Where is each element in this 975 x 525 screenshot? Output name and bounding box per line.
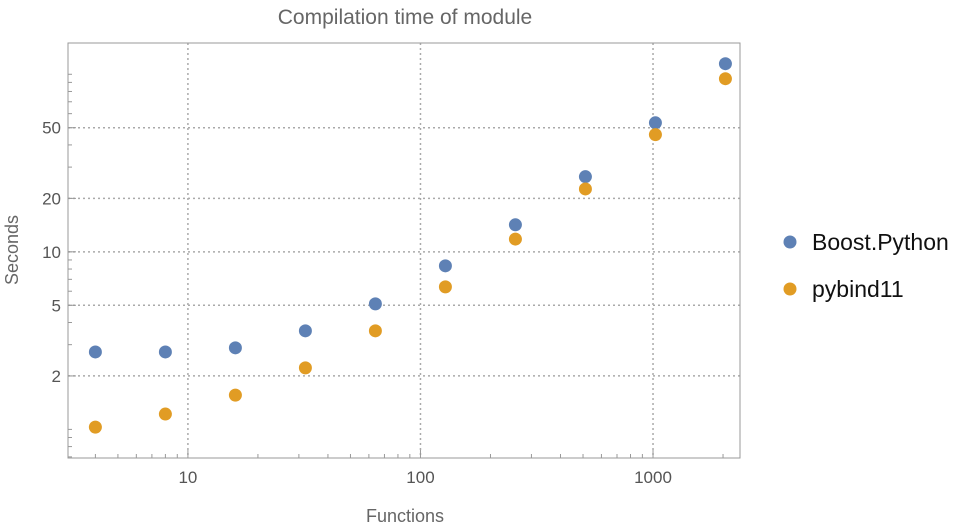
data-point-boost-python <box>298 324 312 338</box>
data-point-boost-python <box>88 345 102 359</box>
legend-marker <box>783 235 797 249</box>
legend-label: pybind11 <box>812 276 904 302</box>
x-axis-label: Functions <box>366 506 444 525</box>
x-tick-label: 1000 <box>634 468 672 487</box>
legend: Boost.Python pybind11 <box>783 229 949 302</box>
y-tick-label: 2 <box>52 367 61 386</box>
data-point-boost-python <box>228 341 242 355</box>
data-point-pybind11 <box>228 388 242 402</box>
data-point-pybind11 <box>578 182 592 196</box>
data-point-pybind11 <box>298 361 312 375</box>
data-point-boost-python <box>368 297 382 311</box>
data-point-boost-python <box>158 345 172 359</box>
grid <box>68 43 740 458</box>
legend-label: Boost.Python <box>812 229 949 255</box>
data-point-pybind11 <box>88 420 102 434</box>
data-point-boost-python <box>648 116 662 130</box>
points <box>88 57 732 434</box>
y-tick-label: 10 <box>42 243 61 262</box>
data-point-boost-python <box>508 218 522 232</box>
data-point-pybind11 <box>718 72 732 86</box>
data-point-pybind11 <box>648 128 662 142</box>
y-tick-label: 20 <box>42 189 61 208</box>
data-point-pybind11 <box>438 280 452 294</box>
ticks: 10 100 1000 2 5 10 20 50 <box>42 73 724 487</box>
data-point-pybind11 <box>368 324 382 338</box>
data-point-boost-python <box>578 170 592 184</box>
data-point-boost-python <box>718 57 732 71</box>
y-tick-label: 5 <box>52 296 61 315</box>
data-point-pybind11 <box>508 232 522 246</box>
x-tick-label: 10 <box>178 468 197 487</box>
data-point-boost-python <box>438 259 452 273</box>
legend-marker <box>783 282 797 296</box>
y-tick-label: 50 <box>42 119 61 138</box>
plot-frame <box>67 42 741 459</box>
y-axis-label: Seconds <box>2 215 22 285</box>
x-tick-label: 100 <box>406 468 434 487</box>
data-point-pybind11 <box>158 407 172 421</box>
chart-title: Compilation time of module <box>278 6 532 29</box>
